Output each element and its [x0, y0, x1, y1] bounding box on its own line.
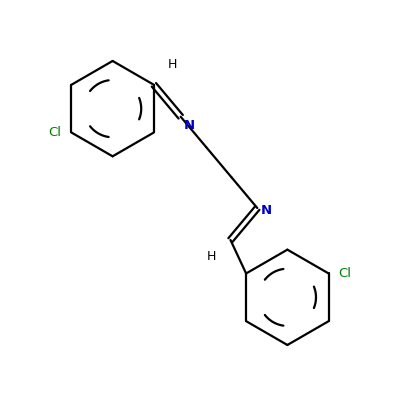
- Text: N: N: [260, 204, 272, 217]
- Text: Cl: Cl: [48, 126, 62, 139]
- Text: H: H: [168, 58, 177, 71]
- Text: H: H: [207, 250, 216, 263]
- Text: N: N: [184, 119, 195, 132]
- Text: Cl: Cl: [338, 267, 352, 280]
